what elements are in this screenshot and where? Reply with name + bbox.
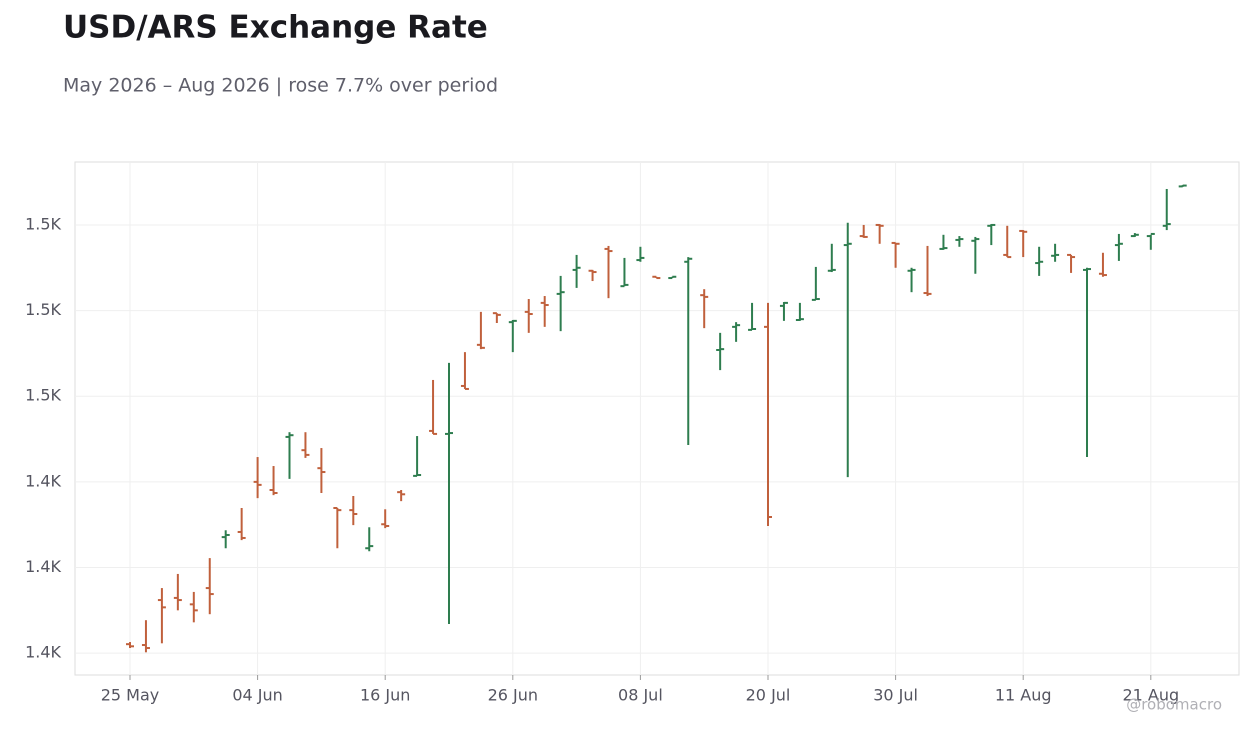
plot-frame — [74, 161, 1240, 676]
x-tick-label: 30 Jul — [873, 686, 918, 705]
y-tick-label: 1.4K — [25, 643, 61, 662]
x-tick-label: 21 Aug — [1122, 686, 1179, 705]
chart-subtitle: May 2026 – Aug 2026 | rose 7.7% over per… — [63, 75, 498, 97]
x-tick-label: 26 Jun — [488, 686, 538, 705]
x-tick-label: 08 Jul — [618, 686, 663, 705]
y-tick-label: 1.4K — [25, 557, 61, 576]
x-tick-label: 16 Jun — [360, 686, 410, 705]
x-tick-label: 20 Jul — [746, 686, 791, 705]
y-tick-label: 1.4K — [25, 471, 61, 490]
y-tick-label: 1.5K — [25, 300, 61, 319]
y-tick-label: 1.5K — [25, 386, 61, 405]
x-tick-label: 25 May — [101, 686, 160, 705]
chart-title: USD/ARS Exchange Rate — [63, 10, 488, 46]
watermark: @robomacro — [1126, 696, 1222, 714]
y-tick-label: 1.5K — [25, 214, 61, 233]
x-tick-label: 11 Aug — [995, 686, 1052, 705]
x-tick-label: 04 Jun — [232, 686, 282, 705]
